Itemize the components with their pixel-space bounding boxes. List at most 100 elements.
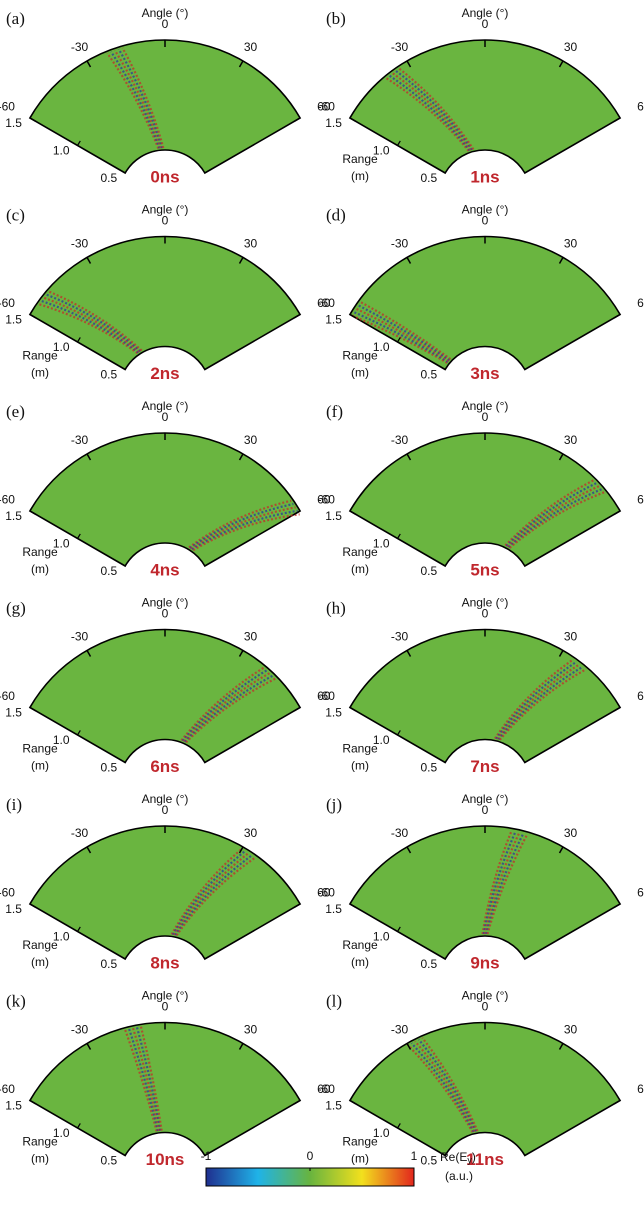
panel-label: (l) — [326, 991, 342, 1010]
r-tick-label: 0.5 — [100, 1154, 117, 1168]
theta-tick-label: 60 — [637, 1082, 644, 1096]
colorbar-tick-label: -1 — [201, 1149, 212, 1163]
theta-tick-label: 0 — [482, 803, 489, 817]
r-axis-title: Range — [22, 545, 58, 559]
r-tick-label: 1.5 — [5, 116, 22, 130]
time-label: 7ns — [470, 757, 499, 776]
r-tick-label: 0.5 — [100, 171, 117, 185]
theta-tick-label: 30 — [564, 630, 578, 644]
r-axis-unit: (m) — [31, 1152, 49, 1166]
figure: (a)Angle (°)-60-30030600.51.01.50ns(b)An… — [0, 0, 644, 1232]
panel-label: (c) — [6, 205, 25, 224]
fan — [350, 1023, 620, 1156]
theta-tick-label: -60 — [318, 100, 336, 114]
fan — [350, 826, 620, 959]
theta-tick-label: 60 — [637, 296, 644, 310]
r-tick-label: 1.5 — [5, 1099, 22, 1113]
panel: (h)Angle (°)-60-30030600.51.01.5Range(m)… — [318, 596, 644, 776]
theta-tick-label: 30 — [564, 237, 578, 251]
theta-tick-label: -60 — [318, 296, 336, 310]
theta-tick-label: 0 — [162, 214, 169, 228]
theta-tick-label: 30 — [244, 237, 258, 251]
time-label: 1ns — [470, 167, 499, 186]
theta-tick-label: -60 — [318, 1082, 336, 1096]
time-label: 2ns — [150, 364, 179, 383]
theta-tick-label: -30 — [391, 630, 409, 644]
r-axis-title: Range — [342, 349, 378, 363]
r-tick-label: 0.5 — [100, 761, 117, 775]
theta-tick-label: 0 — [482, 410, 489, 424]
r-axis-unit: (m) — [31, 955, 49, 969]
r-tick-label: 0.5 — [420, 957, 437, 971]
theta-tick-label: 60 — [637, 886, 644, 900]
r-tick-label: 0.5 — [420, 171, 437, 185]
theta-tick-label: -30 — [391, 1023, 409, 1037]
panel-label: (g) — [6, 598, 26, 617]
panel-label: (a) — [6, 9, 25, 28]
colorbar-label-part: ) — [472, 1150, 476, 1164]
panel: (j)Angle (°)-60-30030600.51.01.5Range(m)… — [318, 792, 644, 972]
r-tick-label: 1.5 — [325, 116, 342, 130]
r-axis-unit: (m) — [31, 366, 49, 380]
theta-tick-label: 30 — [244, 826, 258, 840]
theta-tick-label: 0 — [162, 410, 169, 424]
theta-tick-label: 60 — [637, 100, 644, 114]
panel: (b)Angle (°)-60-30030600.51.01.5Range(m)… — [318, 6, 644, 186]
theta-tick-label: -30 — [71, 630, 89, 644]
r-axis-unit: (m) — [351, 562, 369, 576]
theta-tick-label: -30 — [71, 826, 89, 840]
panel: (c)Angle (°)-60-30030600.51.01.5Range(m)… — [0, 203, 331, 383]
fan — [30, 433, 300, 566]
theta-tick-label: -60 — [318, 689, 336, 703]
time-label: 5ns — [470, 560, 499, 579]
time-label: 8ns — [150, 953, 179, 972]
r-axis-unit: (m) — [351, 759, 369, 773]
r-axis-unit: (m) — [351, 169, 369, 183]
panel-label: (i) — [6, 795, 22, 814]
fan — [350, 237, 620, 370]
theta-tick-label: -30 — [71, 433, 89, 447]
theta-tick-label: 30 — [564, 826, 578, 840]
r-tick-label: 1.5 — [5, 509, 22, 523]
time-label: 3ns — [470, 364, 499, 383]
fan — [30, 237, 300, 370]
time-label: 4ns — [150, 560, 179, 579]
theta-tick-label: -60 — [0, 689, 15, 703]
r-axis-title: Range — [342, 152, 378, 166]
time-label: 9ns — [470, 953, 499, 972]
r-axis-unit: (m) — [31, 562, 49, 576]
r-axis-title: Range — [342, 742, 378, 756]
theta-tick-label: 0 — [162, 17, 169, 31]
panel-label: (b) — [326, 9, 346, 28]
panel: (f)Angle (°)-60-30030600.51.01.5Range(m)… — [318, 399, 644, 579]
r-axis-unit: (m) — [351, 955, 369, 969]
theta-tick-label: -60 — [0, 296, 15, 310]
theta-tick-label: -30 — [391, 40, 409, 54]
r-tick-label: 0.5 — [100, 957, 117, 971]
time-label: 6ns — [150, 757, 179, 776]
theta-tick-label: 30 — [564, 1023, 578, 1037]
fan — [350, 630, 620, 763]
panel: (l)Angle (°)-60-30030600.51.01.5Range(m)… — [318, 989, 644, 1169]
panel: (i)Angle (°)-60-30030600.51.01.5Range(m)… — [0, 792, 331, 972]
r-tick-label: 1.5 — [5, 902, 22, 916]
theta-tick-label: 0 — [482, 607, 489, 621]
theta-tick-label: 0 — [162, 803, 169, 817]
theta-tick-label: 30 — [564, 40, 578, 54]
r-tick-label: 1.5 — [5, 313, 22, 327]
theta-tick-label: -60 — [0, 493, 15, 507]
r-axis-title: Range — [22, 1135, 58, 1149]
theta-tick-label: 30 — [244, 40, 258, 54]
r-axis-unit: (m) — [351, 366, 369, 380]
theta-tick-label: 30 — [244, 433, 258, 447]
r-tick-label: 0.5 — [420, 368, 437, 382]
theta-tick-label: 0 — [162, 1000, 169, 1014]
r-axis-title: Range — [342, 545, 378, 559]
colorbar-unit: (a.u.) — [445, 1169, 473, 1183]
r-tick-label: 1.5 — [325, 509, 342, 523]
colorbar-tick-label: 1 — [411, 1149, 418, 1163]
r-tick-label: 1.5 — [325, 1099, 342, 1113]
panel: (g)Angle (°)-60-30030600.51.01.5Range(m)… — [0, 596, 331, 776]
r-axis-title: Range — [22, 742, 58, 756]
r-axis-title: Range — [342, 1135, 378, 1149]
